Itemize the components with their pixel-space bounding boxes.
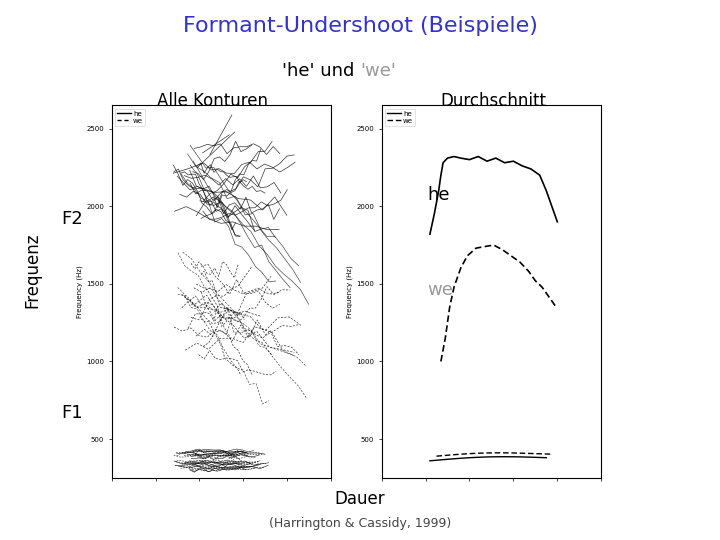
Text: Durchschnitt: Durchschnitt (440, 92, 546, 110)
Text: 'he' und: 'he' und (282, 62, 360, 80)
Y-axis label: Frequency (Hz): Frequency (Hz) (77, 265, 84, 318)
Y-axis label: Frequency (Hz): Frequency (Hz) (347, 265, 354, 318)
Text: we: we (428, 281, 454, 299)
Text: Alle Konturen: Alle Konturen (157, 92, 268, 110)
Text: F2: F2 (61, 210, 83, 228)
Text: (Harrington & Cassidy, 1999): (Harrington & Cassidy, 1999) (269, 517, 451, 530)
Text: Formant-Undershoot (Beispiele): Formant-Undershoot (Beispiele) (183, 16, 537, 36)
Legend: he, we: he, we (385, 109, 415, 126)
Text: 'we': 'we' (360, 62, 396, 80)
Text: Frequenz: Frequenz (23, 232, 42, 308)
Legend: he, we: he, we (115, 109, 145, 126)
Text: he: he (428, 186, 450, 204)
Text: F1: F1 (61, 404, 83, 422)
Text: Dauer: Dauer (335, 490, 385, 509)
